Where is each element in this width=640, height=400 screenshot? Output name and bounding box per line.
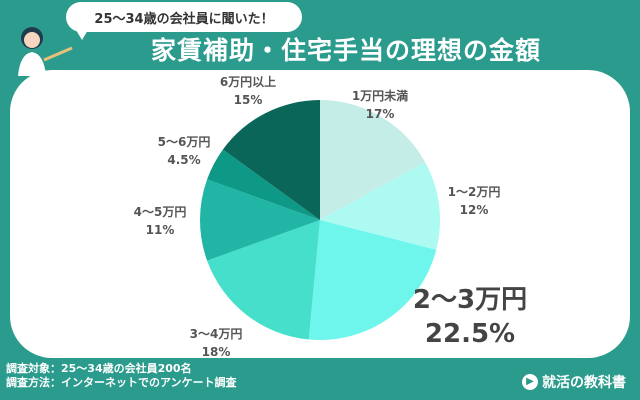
pie-slice — [222, 100, 320, 220]
slice-value-label: 11% — [146, 223, 175, 237]
pie-slice — [308, 220, 437, 340]
survey-footer: 調査対象：25〜34歳の会社員200名 調査方法：インターネットでのアンケート調… — [6, 362, 237, 390]
pie-slice — [207, 220, 320, 340]
pie-slice — [320, 162, 441, 250]
survey-method: 調査方法：インターネットでのアンケート調査 — [6, 376, 237, 389]
slice-value-label: 12% — [460, 203, 489, 217]
presenter-illustration-icon — [18, 27, 73, 76]
slice-label: 6万円以上 — [220, 74, 276, 89]
pie-slice — [320, 100, 426, 220]
pie-slice — [207, 149, 320, 220]
slice-value-label: 15% — [234, 93, 263, 107]
slice-value-label: 18% — [202, 345, 231, 359]
chat-bubble-icon: ▶ — [522, 374, 538, 390]
pie-slice — [200, 179, 320, 261]
bubble-text: 25〜34歳の会社員に聞いた！ — [94, 11, 274, 27]
slice-value-label: 4.5% — [167, 153, 200, 167]
slice-label: 1〜2万円 — [448, 185, 501, 199]
survey-target: 調査対象：25〜34歳の会社員200名 — [6, 362, 192, 375]
slice-label: 1万円未満 — [352, 88, 408, 103]
slice-label: 4〜5万円 — [134, 205, 187, 219]
slice-label: 3〜4万円 — [190, 327, 243, 341]
slice-value-label: 17% — [366, 107, 395, 121]
slice-label: 5〜6万円 — [158, 135, 211, 149]
chart-title: 家賃補助・住宅手当の理想の金額 — [96, 30, 596, 68]
survey-bubble: 25〜34歳の会社員に聞いた！ — [66, 2, 302, 40]
brand-name: 就活の教科書 — [542, 375, 626, 391]
brand: ▶ 就活の教科書 — [522, 372, 626, 392]
slice-value-label: 22.5% — [425, 319, 515, 349]
chart-title-text: 家賃補助・住宅手当の理想の金額 — [150, 36, 541, 65]
slice-label: 2〜3万円 — [413, 285, 527, 315]
